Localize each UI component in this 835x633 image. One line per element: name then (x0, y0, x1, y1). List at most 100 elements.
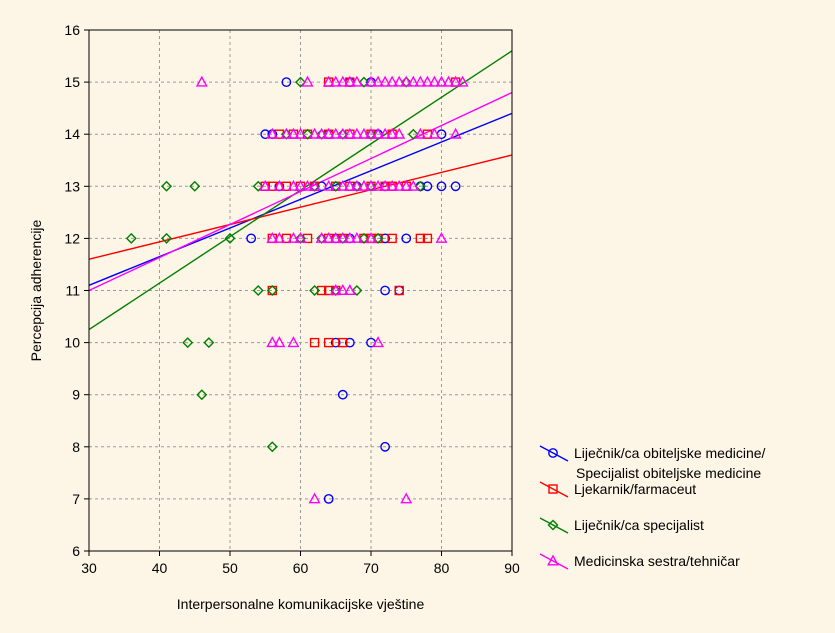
data-point (343, 179, 356, 191)
data-point (336, 231, 349, 243)
y-tick-label: 15 (64, 74, 80, 90)
data-point (125, 232, 137, 244)
legend-item-3: Liječnik/ca specijalist (539, 517, 704, 534)
y-tick-label: 11 (65, 283, 80, 299)
data-point (435, 75, 448, 87)
data-point (322, 179, 335, 191)
data-point (350, 75, 363, 87)
data-point (161, 180, 173, 192)
data-point (338, 337, 348, 348)
y-tick-label: 7 (72, 491, 80, 507)
data-point (380, 285, 390, 296)
data-point (301, 179, 314, 191)
data-point (252, 180, 264, 192)
legend-label: Liječnik/ca specijalist (574, 517, 704, 533)
data-point (308, 127, 321, 139)
y-tick-label: 16 (64, 22, 80, 38)
data-point (224, 232, 236, 244)
data-point (415, 233, 426, 244)
data-point (308, 492, 321, 504)
legend-marker (547, 554, 559, 566)
data-point (266, 441, 278, 453)
legend-item-2: Ljekarnik/farmaceut (539, 481, 696, 498)
data-point (372, 336, 385, 348)
data-point (386, 75, 399, 87)
data-point (372, 75, 385, 87)
data-point (379, 179, 392, 191)
data-point (294, 127, 307, 139)
data-points (125, 75, 469, 504)
y-tick-label: 14 (64, 126, 80, 142)
y-tick-label: 12 (64, 230, 80, 246)
legend-line (539, 481, 569, 498)
legend-label: Specijalist obiteljske medicine (576, 465, 761, 481)
data-point (295, 76, 306, 88)
data-point (336, 179, 349, 191)
data-point (182, 337, 194, 349)
data-point (266, 231, 279, 243)
data-point (161, 232, 173, 244)
fit-line-series-1 (88, 112, 513, 286)
data-point (358, 76, 370, 88)
data-point (287, 179, 300, 191)
legend-line (539, 445, 569, 462)
y-axis-title: Percepcija adherencije (28, 219, 44, 361)
data-point (414, 127, 427, 139)
data-point (422, 181, 433, 192)
data-point (344, 337, 355, 348)
data-point (195, 75, 208, 87)
data-point (343, 127, 356, 139)
data-point (252, 285, 264, 296)
data-point (357, 127, 370, 139)
series-2-points (260, 77, 461, 348)
data-point (365, 127, 377, 139)
data-point (372, 232, 384, 244)
data-point (280, 127, 293, 139)
data-point (343, 231, 356, 243)
data-point (281, 77, 292, 88)
data-point (323, 493, 334, 504)
data-point (350, 231, 363, 243)
data-point (315, 231, 328, 243)
data-point (246, 233, 257, 244)
data-point (324, 337, 334, 348)
data-point (287, 231, 300, 243)
x-tick-label: 50 (222, 560, 238, 576)
data-point (309, 285, 321, 296)
data-point (372, 179, 385, 191)
x-tick-label: 80 (434, 560, 450, 576)
data-point (414, 180, 426, 192)
data-point (422, 233, 433, 244)
data-point (365, 179, 377, 191)
data-point (309, 337, 320, 348)
legend-marker (547, 519, 559, 531)
data-point (329, 231, 342, 243)
data-point (294, 231, 307, 243)
data-point (380, 441, 390, 452)
data-point (287, 336, 300, 348)
data-point (442, 75, 455, 87)
data-point (273, 231, 286, 243)
data-point (203, 337, 215, 349)
fit-line-series-2 (88, 154, 513, 260)
y-tick-label: 10 (64, 335, 80, 351)
data-point (273, 336, 286, 348)
data-point (407, 75, 420, 87)
data-point (316, 285, 327, 296)
data-point (393, 75, 406, 87)
data-point (421, 75, 434, 87)
data-point (450, 181, 461, 192)
data-point (428, 127, 441, 139)
data-point (336, 75, 349, 87)
legend-label: Ljekarnik/farmaceut (574, 481, 696, 497)
data-point (372, 127, 385, 139)
data-point (259, 179, 272, 191)
data-point (428, 75, 441, 87)
data-point (343, 284, 356, 295)
data-point (266, 127, 279, 139)
data-point (301, 75, 314, 87)
data-point (365, 231, 377, 243)
legend-line (539, 517, 569, 534)
